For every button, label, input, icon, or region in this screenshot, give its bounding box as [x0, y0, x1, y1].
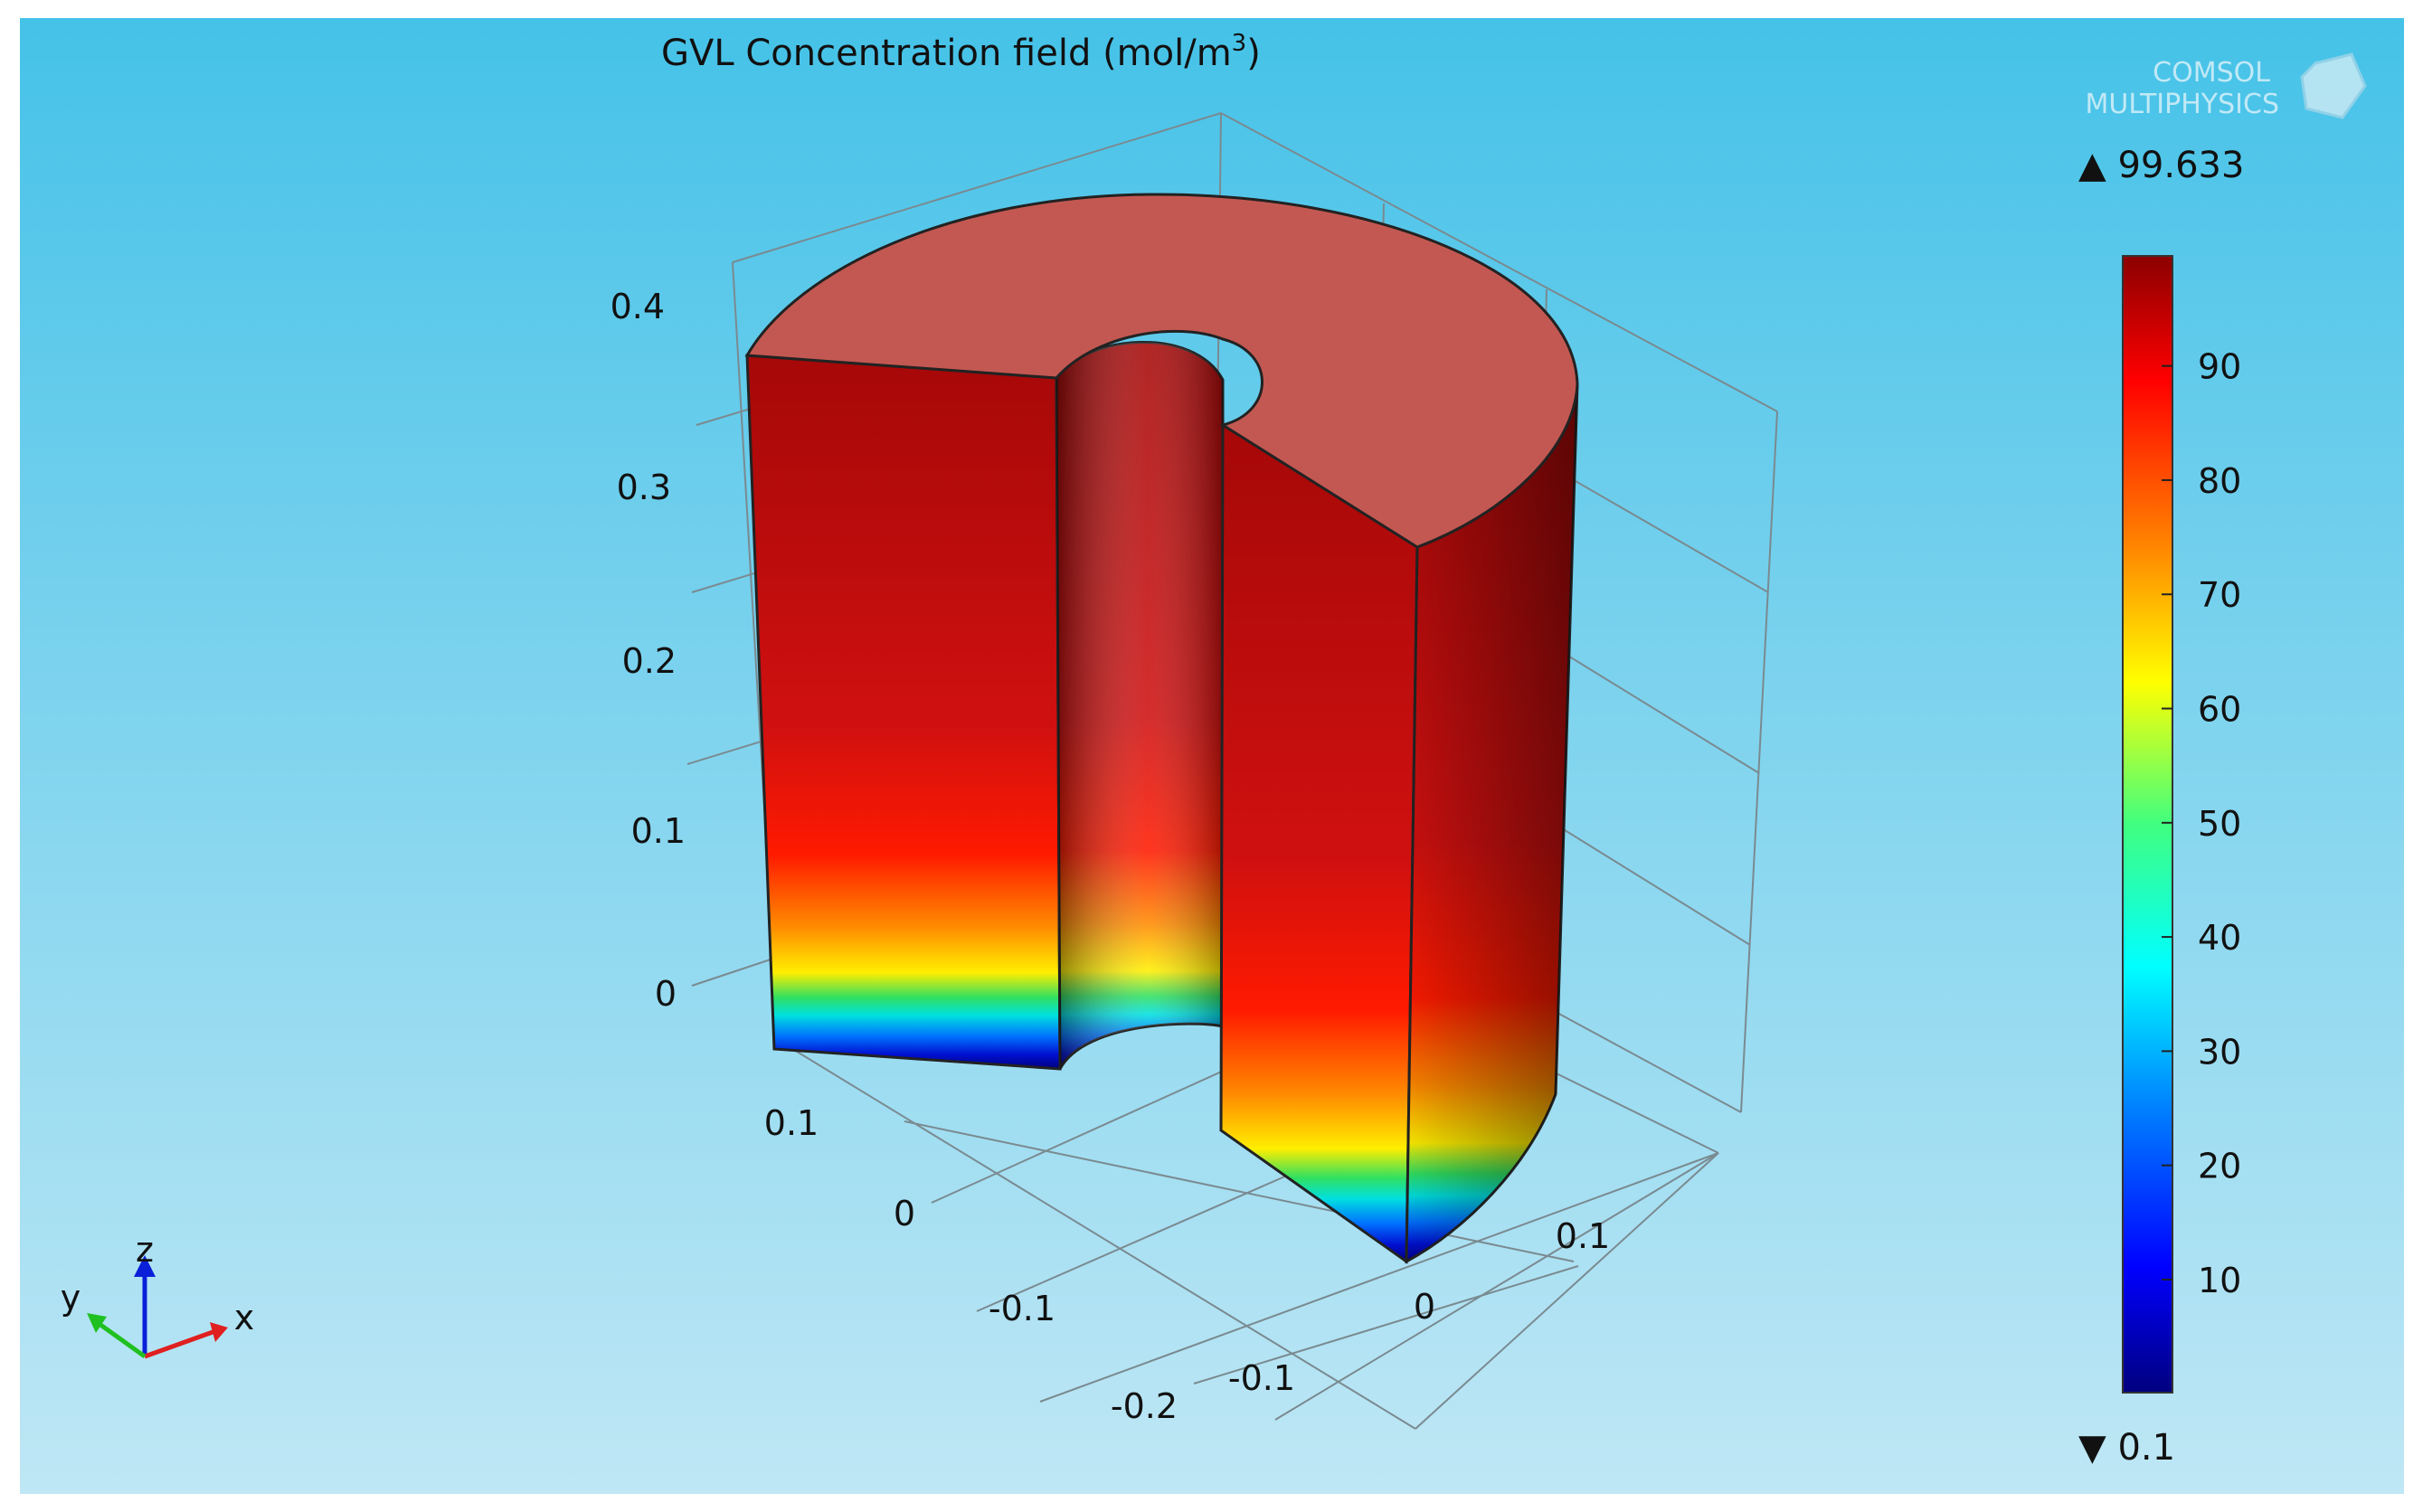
colorbar-tick-label: 90	[2198, 347, 2241, 387]
colorbar-tick-label: 20	[2198, 1147, 2241, 1186]
triad-x-label: x	[234, 1298, 255, 1337]
colorbar-max-label: ▲ 99.633	[2078, 145, 2244, 186]
z-tick-label: 0.2	[622, 641, 677, 681]
cylinder-solid	[744, 193, 1579, 1264]
triad-y-label: y	[61, 1278, 81, 1318]
colorbar-tick-label: 40	[2198, 918, 2241, 958]
colorbar-min-label: ▼ 0.1	[2078, 1427, 2175, 1469]
colorbar-tick-label: 10	[2198, 1261, 2241, 1300]
z-tick-label: 0.3	[617, 468, 671, 507]
y-tick-label: 0.1	[764, 1103, 819, 1143]
colorbar-tick-label: 30	[2198, 1032, 2241, 1072]
colorbar-tick-label: 60	[2198, 690, 2241, 730]
y-axis-ticks: 0.1 0 -0.1 -0.2	[764, 1103, 1178, 1426]
x-tick-label: 0	[1414, 1287, 1435, 1327]
z-tick-label: 0.1	[631, 811, 686, 851]
z-axis-ticks: 0.4 0.3 0.2 0.1 0	[610, 287, 686, 1014]
y-tick-label: -0.1	[989, 1289, 1055, 1328]
y-tick-label: 0	[894, 1194, 915, 1233]
comsol-logo: COMSOL MULTIPHYSICS	[2086, 52, 2367, 120]
triad-z-label: z	[136, 1230, 154, 1270]
y-tick-label: -0.2	[1111, 1386, 1178, 1426]
svg-text:MULTIPHYSICS: MULTIPHYSICS	[2086, 89, 2279, 120]
x-tick-label: -0.1	[1228, 1358, 1295, 1398]
colorbar-tick-label: 50	[2198, 804, 2241, 844]
colorbar-scale	[2122, 255, 2173, 1394]
plot-title: GVL Concentration field (mol/m3)	[661, 30, 1261, 74]
axes-triad: z x y	[61, 1230, 255, 1359]
colorbar-tick-label: 70	[2198, 575, 2241, 615]
z-tick-label: 0	[655, 974, 677, 1014]
x-axis-ticks: -0.1 0 0.1	[1228, 1216, 1610, 1398]
svg-text:COMSOL: COMSOL	[2153, 57, 2270, 89]
colorbar: ▲ 99.633 90 80 70 60 50 40 30 20 10 ▼ 0.1	[2078, 145, 2244, 1469]
z-tick-label: 0.4	[610, 287, 665, 326]
x-tick-label: 0.1	[1556, 1216, 1610, 1256]
colorbar-tick-label: 80	[2198, 461, 2241, 501]
